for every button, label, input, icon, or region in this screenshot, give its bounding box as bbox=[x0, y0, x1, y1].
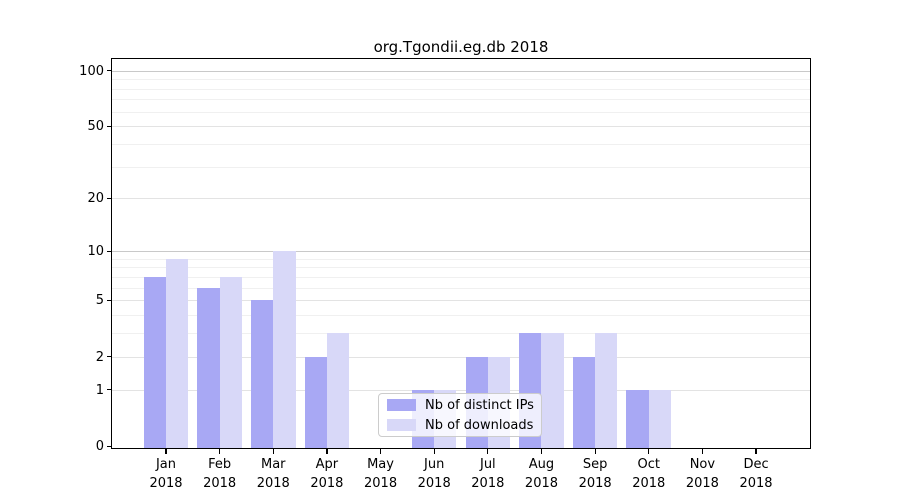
gridline-minor bbox=[112, 315, 810, 317]
chart-title: org.Tgondii.eg.db 2018 bbox=[373, 38, 549, 56]
y-tick-label: 50 bbox=[87, 119, 104, 135]
y-tick bbox=[107, 197, 112, 200]
x-tick-label: Feb 2018 bbox=[203, 457, 237, 491]
x-tick-label: Aug 2018 bbox=[524, 457, 559, 491]
gridline-minor bbox=[112, 258, 810, 260]
y-tick bbox=[107, 299, 112, 302]
x-tick bbox=[433, 449, 435, 455]
x-tick-label: Jul 2018 bbox=[471, 457, 505, 491]
legend-swatch-distinct-ips bbox=[387, 399, 416, 411]
bar-downloads bbox=[648, 389, 672, 448]
bar-distinct-ips bbox=[197, 287, 220, 448]
legend-label-downloads: Nb of downloads bbox=[425, 417, 534, 433]
gridline-minor bbox=[112, 166, 810, 168]
x-tick bbox=[165, 449, 167, 455]
x-tick bbox=[272, 449, 274, 455]
x-tick bbox=[379, 449, 382, 455]
y-tick bbox=[107, 356, 112, 358]
legend-label-distinct-ips: Nb of distinct IPs bbox=[425, 397, 534, 413]
x-tick-label: Jun 2018 bbox=[417, 457, 451, 491]
x-tick-label: Jan 2018 bbox=[149, 457, 183, 491]
gridline-minor bbox=[112, 111, 810, 113]
y-tick-label: 2 bbox=[95, 349, 104, 365]
y-tick bbox=[107, 70, 112, 72]
gridline-minor bbox=[112, 276, 810, 278]
bar-downloads bbox=[541, 333, 564, 448]
gridline-major bbox=[112, 300, 810, 302]
gridline-minor bbox=[112, 144, 810, 146]
y-tick bbox=[107, 125, 112, 128]
x-tick bbox=[701, 449, 703, 455]
bar-distinct-ips bbox=[572, 356, 596, 448]
gridline-major bbox=[112, 70, 810, 72]
gridline-major bbox=[112, 126, 810, 128]
legend-swatch-downloads bbox=[387, 419, 416, 431]
x-tick-label: Oct 2018 bbox=[632, 457, 666, 491]
y-tick bbox=[107, 445, 112, 447]
x-tick-label: Sep 2018 bbox=[578, 457, 612, 491]
y-tick bbox=[107, 389, 112, 391]
bar-downloads bbox=[219, 276, 242, 448]
y-tick-label: 10 bbox=[87, 244, 104, 260]
bar-distinct-ips bbox=[143, 276, 166, 448]
legend-item-distinct-ips: Nb of distinct IPs bbox=[379, 398, 541, 413]
bar-distinct-ips bbox=[626, 389, 649, 448]
gridline-minor bbox=[112, 88, 810, 90]
gridline-major bbox=[112, 356, 810, 358]
bar-downloads bbox=[273, 251, 296, 448]
y-tick-label: 0 bbox=[95, 439, 104, 454]
x-tick-label: May 2018 bbox=[364, 457, 398, 491]
gridline-minor bbox=[112, 99, 810, 101]
bar-distinct-ips bbox=[304, 356, 327, 448]
bar-downloads bbox=[166, 258, 189, 448]
bar-downloads bbox=[326, 333, 350, 448]
x-tick bbox=[487, 449, 489, 455]
x-tick bbox=[326, 449, 328, 455]
x-tick-label: Apr 2018 bbox=[310, 457, 344, 491]
y-tick-label: 20 bbox=[87, 191, 104, 207]
gridline-minor bbox=[112, 333, 810, 335]
x-tick-label: Nov 2018 bbox=[685, 457, 719, 491]
gridline-minor bbox=[112, 287, 810, 289]
x-tick bbox=[219, 449, 221, 455]
x-tick bbox=[594, 449, 596, 455]
x-tick bbox=[540, 449, 543, 455]
gridline-major bbox=[112, 198, 810, 200]
plot-area: Nb of distinct IPs Nb of downloads 0 1 2 5 1… bbox=[79, 58, 811, 491]
gridline-minor bbox=[112, 79, 810, 81]
x-tick-label: Dec 2018 bbox=[739, 457, 773, 491]
gridline-major bbox=[112, 251, 810, 253]
legend-item-downloads: Nb of downloads bbox=[379, 418, 541, 433]
y-tick bbox=[107, 250, 112, 252]
bar-distinct-ips bbox=[250, 300, 274, 448]
x-tick bbox=[755, 449, 757, 455]
bar-downloads bbox=[595, 333, 618, 448]
x-tick bbox=[648, 449, 650, 455]
y-tick-label: 100 bbox=[79, 63, 104, 79]
gridline-minor bbox=[112, 267, 810, 269]
y-tick-label: 5 bbox=[95, 293, 104, 309]
gridline-major bbox=[112, 389, 810, 391]
x-tick-label: Mar 2018 bbox=[256, 457, 290, 491]
legend: Nb of distinct IPs Nb of downloads bbox=[378, 393, 542, 437]
y-tick-label: 1 bbox=[95, 382, 104, 398]
